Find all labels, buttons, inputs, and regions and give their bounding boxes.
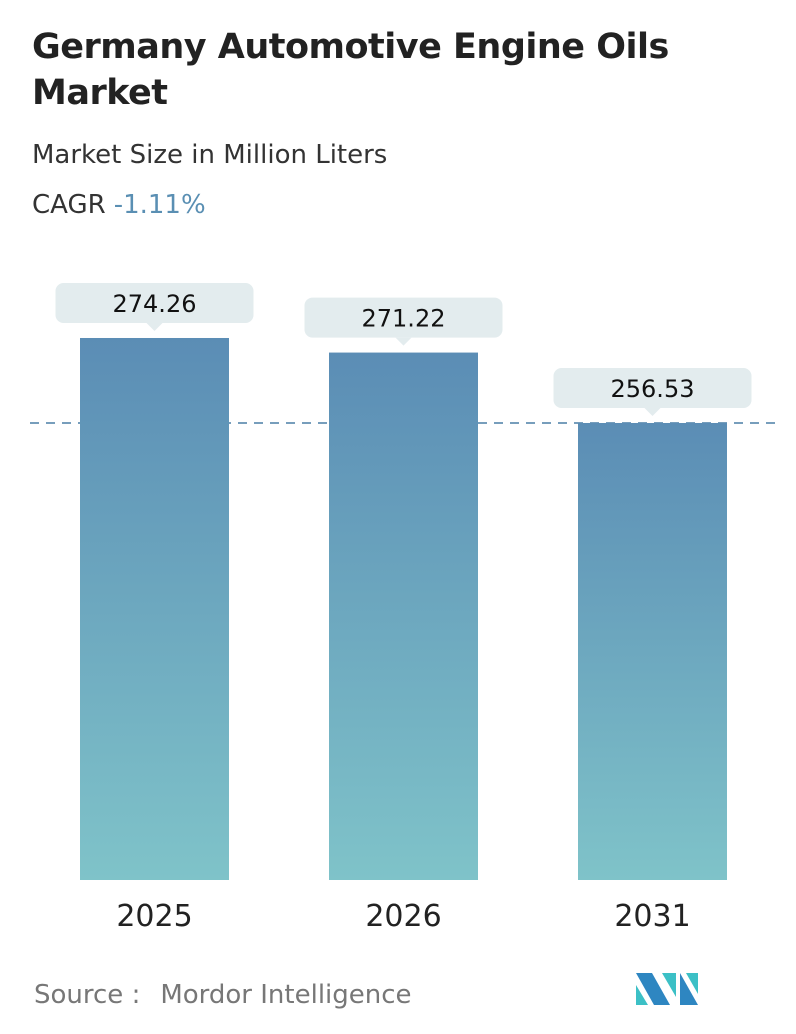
data-label-pointer bbox=[644, 407, 661, 416]
data-label-bubble bbox=[304, 297, 503, 338]
x-tick-label: 2025 bbox=[116, 899, 192, 934]
data-label-pointer bbox=[395, 337, 412, 346]
source-value: Mordor Intelligence bbox=[160, 980, 412, 1010]
data-label-pointer bbox=[146, 322, 163, 331]
x-tick-label: 2031 bbox=[614, 899, 690, 934]
bar-2026 bbox=[329, 352, 478, 881]
data-label: 274.26 bbox=[113, 290, 197, 318]
cagr-label: CAGR bbox=[32, 190, 106, 220]
cagr: CAGR -1.11% bbox=[32, 190, 206, 220]
data-label-bubble bbox=[55, 282, 254, 323]
chart-title: Germany Automotive Engine Oils Market bbox=[32, 27, 669, 113]
data-label: 271.22 bbox=[362, 305, 446, 333]
source: Source : Mordor Intelligence bbox=[34, 980, 412, 1010]
source-label: Source : bbox=[34, 980, 141, 1010]
chart-subtitle: Market Size in Million Liters bbox=[32, 140, 388, 170]
x-tick-label: 2026 bbox=[365, 899, 441, 934]
bar-2025 bbox=[80, 337, 229, 880]
data-label-bubble bbox=[553, 367, 752, 408]
cagr-value: -1.11% bbox=[113, 190, 206, 220]
data-label: 256.53 bbox=[611, 375, 695, 403]
bar-2031 bbox=[578, 422, 727, 880]
